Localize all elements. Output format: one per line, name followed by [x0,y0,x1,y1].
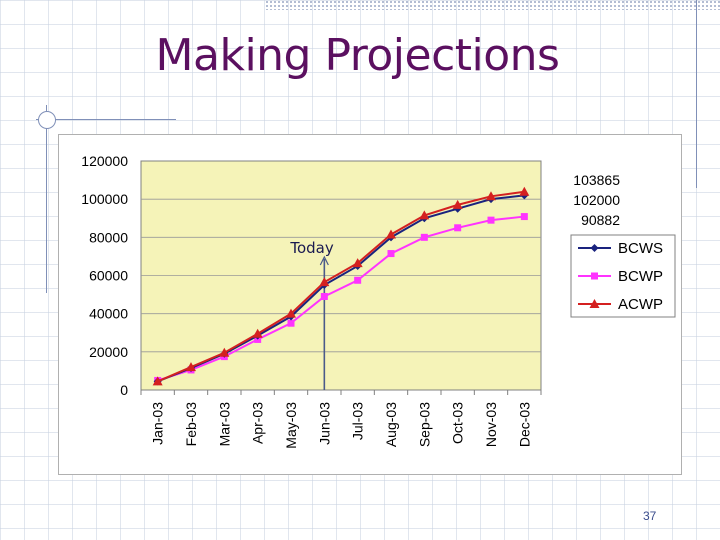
point-bcwp [454,224,462,232]
today-marker-arrow [319,255,329,266]
legend-label: ACWP [618,296,663,313]
y-tick-label: 100000 [81,191,128,207]
x-tick-label: May-03 [283,402,299,449]
line-chart: 0 20000 40000 60000 80000 100000 120000 Jan-03 F… [81,153,676,449]
point-acwp [419,210,430,220]
legend-marker-bcwp [591,272,598,280]
point-acwp [519,186,530,196]
decorative-line [46,105,47,293]
y-tick-label: 80000 [89,229,128,245]
page-number: 37 [643,509,657,523]
x-tick-label: Jun-03 [316,402,332,445]
end-value-label: 103865 [573,172,620,188]
point-acwp [286,308,296,318]
y-tick-label: 40000 [89,306,128,322]
point-bcwp [287,319,295,327]
x-tick-label: Jan-03 [150,402,166,445]
decorative-line [696,0,697,188]
point-acwp [186,362,196,372]
x-tick-label: Mar-03 [216,402,232,447]
point-bcwp [354,276,362,284]
end-value-label: 90882 [581,212,620,228]
x-tick-label: Sep-03 [416,402,432,447]
point-acwp [452,199,463,209]
point-bcwp [520,213,528,221]
point-acwp [252,328,263,338]
legend-marker-acwp [589,299,600,308]
point-acwp [486,191,496,201]
end-value-label: 102000 [573,192,620,208]
decorative-line [36,119,176,120]
y-tick-label: 20000 [89,344,128,360]
y-tick-label: 60000 [89,268,128,284]
point-bcwp [487,216,495,224]
point-acwp [152,376,163,386]
x-tick-label: Aug-03 [383,402,399,447]
series-line-bcwp [157,215,525,382]
x-tick-label: Feb-03 [183,402,199,447]
x-tick-label: Oct-03 [450,402,466,444]
point-bcwp [320,292,328,300]
point-acwp [386,229,396,239]
point-acwp [219,347,230,357]
x-tick-label: Apr-03 [250,402,266,444]
point-acwp [352,258,363,268]
x-tick-label: Dec-03 [516,402,532,447]
slide-title: Making Projections [155,30,560,81]
decorative-circle [38,111,56,129]
point-bcwp [420,233,428,241]
point-bcwp [387,250,395,258]
x-tick-label: Jul-03 [350,402,366,440]
legend-label: BCWP [618,268,663,285]
x-tick-label: Nov-03 [483,402,499,447]
top-dot-band [265,0,720,10]
y-tick-label: 120000 [81,153,128,169]
series-line-acwp [157,190,525,383]
y-tick-label: 0 [120,382,128,398]
point-acwp [319,277,330,287]
legend-marker-bcws [590,244,599,252]
today-label: Today [289,239,334,257]
legend-label: BCWS [618,240,663,257]
